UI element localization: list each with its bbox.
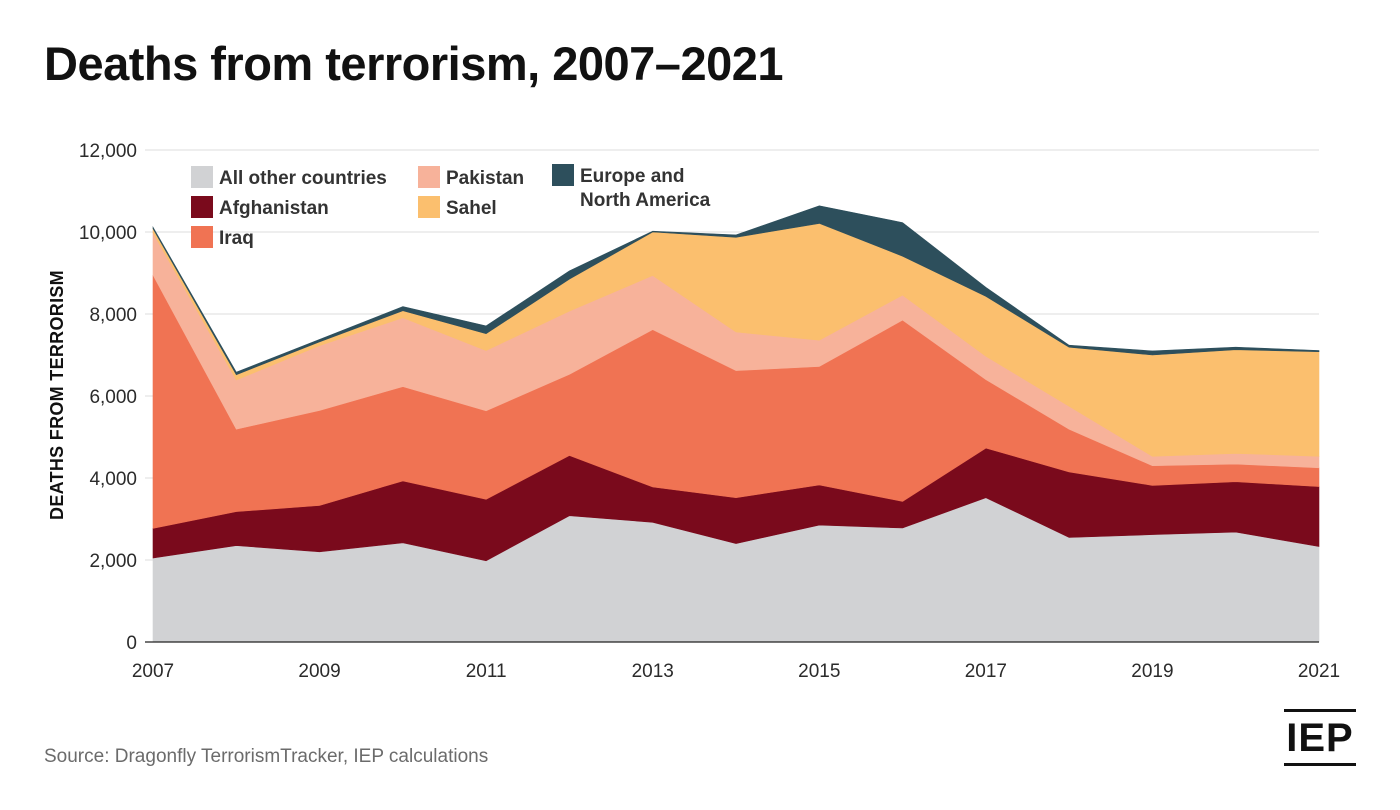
logo-text: IEP xyxy=(1286,716,1354,760)
area-series xyxy=(152,205,1320,643)
legend-swatch xyxy=(191,166,213,188)
y-tick-label: 0 xyxy=(126,633,137,654)
y-axis-ticks: 0 2,000 4,000 6,000 8,000 10,000 12,000 xyxy=(79,141,137,654)
legend-label: Pakistan xyxy=(446,168,524,189)
legend-item-sahel: Sahel xyxy=(418,196,497,219)
x-tick-label: 2007 xyxy=(132,661,174,682)
y-axis-label: DEATHS FROM TERRORISM xyxy=(47,270,67,520)
area-europe-and-north-america xyxy=(152,205,1320,376)
x-tick-label: 2019 xyxy=(1131,661,1173,682)
legend-label: Afghanistan xyxy=(219,198,329,219)
source-note: Source: Dragonfly TerrorismTracker, IEP … xyxy=(44,746,489,767)
legend-label: All other countries xyxy=(219,168,387,189)
legend: All other countries Afghanistan Iraq Pakist… xyxy=(191,164,711,249)
x-tick-label: 2017 xyxy=(965,661,1007,682)
y-tick-label: 2,000 xyxy=(89,551,137,572)
y-tick-label: 6,000 xyxy=(89,387,137,408)
legend-label: Sahel xyxy=(446,198,497,219)
iep-logo: IEP xyxy=(1284,709,1356,767)
legend-swatch xyxy=(552,164,574,186)
x-tick-label: 2015 xyxy=(798,661,840,682)
legend-swatch xyxy=(191,196,213,218)
legend-item-europe-and-north-america: Europe and North America xyxy=(552,164,711,211)
y-tick-label: 12,000 xyxy=(79,141,137,162)
legend-swatch xyxy=(418,166,440,188)
y-tick-label: 10,000 xyxy=(79,223,137,244)
x-tick-label: 2013 xyxy=(632,661,674,682)
legend-item-iraq: Iraq xyxy=(191,226,254,249)
x-axis-ticks: 2007 2009 2011 2013 2015 2017 2019 2021 xyxy=(132,661,1340,682)
legend-swatch xyxy=(191,226,213,248)
legend-item-pakistan: Pakistan xyxy=(418,166,524,189)
logo-bottom-bar xyxy=(1284,763,1356,766)
y-tick-label: 8,000 xyxy=(89,305,137,326)
x-tick-label: 2011 xyxy=(466,661,507,682)
legend-swatch xyxy=(418,196,440,218)
legend-item-afghanistan: Afghanistan xyxy=(191,196,329,219)
legend-label: Iraq xyxy=(219,228,254,249)
x-tick-label: 2009 xyxy=(298,661,340,682)
legend-label: Europe and North America xyxy=(580,166,711,211)
legend-item-all-other-countries: All other countries xyxy=(191,166,387,189)
logo-top-bar xyxy=(1284,709,1356,712)
y-tick-label: 4,000 xyxy=(89,469,137,490)
x-tick-label: 2021 xyxy=(1298,661,1340,682)
chart-title: Deaths from terrorism, 2007–2021 xyxy=(44,37,784,90)
